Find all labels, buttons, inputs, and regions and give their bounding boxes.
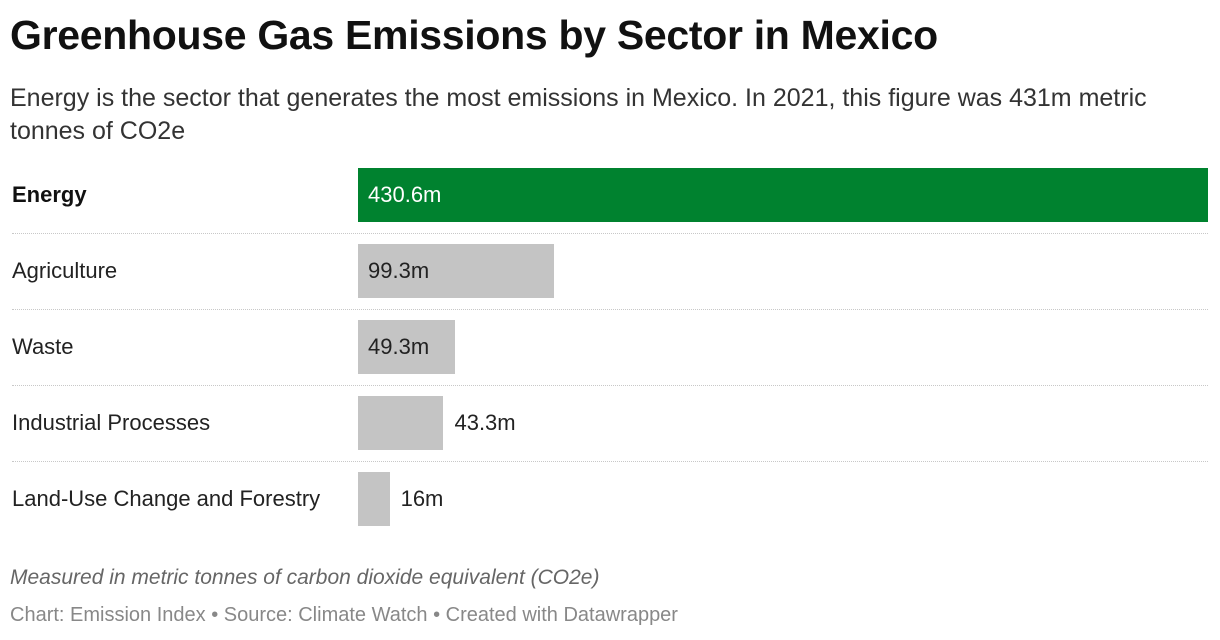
row-separator: [12, 461, 1208, 462]
chart-subtitle: Energy is the sector that generates the …: [10, 84, 1147, 145]
bar: [358, 168, 1208, 222]
value-label: 43.3m: [454, 410, 516, 435]
bar: [358, 244, 555, 298]
bar: [358, 396, 444, 450]
chart-title: Greenhouse Gas Emissions by Sector in Me…: [10, 12, 938, 58]
bar-chart: Energy 430.6m Agriculture 99.3m Waste 49.3m In…: [0, 168, 1220, 528]
row-separator: [12, 385, 1208, 386]
bar-row: Agriculture 99.3m: [0, 244, 1220, 298]
category-label: Industrial Processes: [12, 410, 211, 435]
bar-row: Waste 49.3m: [0, 320, 1220, 374]
bar-row: Land-Use Change and Forestry 16m: [0, 472, 1220, 526]
category-label: Waste: [12, 334, 74, 359]
value-label: 49.3m: [368, 334, 430, 359]
bar: [358, 320, 456, 374]
bar: [358, 472, 390, 526]
row-separator: [12, 233, 1208, 234]
category-label: Agriculture: [12, 258, 118, 283]
chart-note: Measured in metric tonnes of carbon diox…: [10, 566, 600, 589]
bar-row: Industrial Processes 43.3m: [0, 396, 1220, 450]
chart-footer: Chart: Emission Index • Source: Climate …: [10, 604, 678, 626]
value-label: 16m: [400, 486, 444, 511]
value-label: 99.3m: [368, 258, 430, 283]
row-separator: [12, 309, 1208, 310]
bar-row: Energy 430.6m: [0, 168, 1220, 222]
value-label: 430.6m: [368, 182, 442, 207]
category-label: Energy: [12, 182, 87, 207]
category-label: Land-Use Change and Forestry: [12, 486, 321, 511]
